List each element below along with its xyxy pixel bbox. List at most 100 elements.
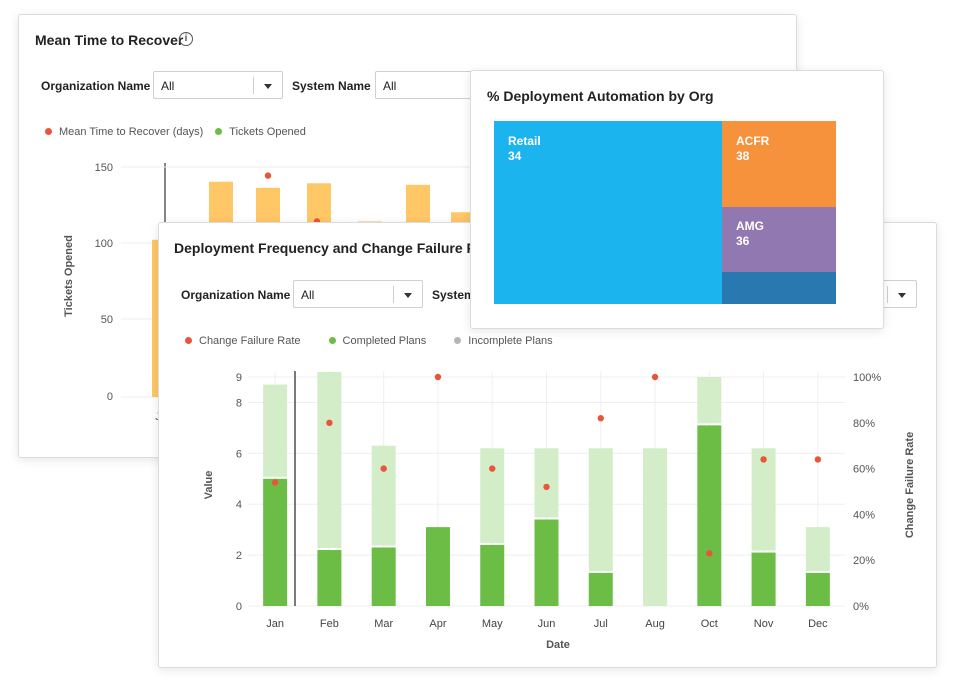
incomplete-bar bbox=[534, 448, 559, 518]
deployment-automation-card: % Deployment Automation by Org Retail 34… bbox=[470, 70, 884, 329]
df-xtick: May bbox=[482, 618, 503, 630]
df-xtick: Dec bbox=[808, 618, 828, 630]
completed-bar bbox=[805, 572, 830, 606]
df-y2tick: 80% bbox=[853, 418, 875, 430]
df-y2tick: 100% bbox=[853, 372, 881, 384]
treemap-cell-other[interactable] bbox=[722, 272, 836, 304]
incomplete-bar bbox=[263, 384, 288, 477]
df-xtick: Nov bbox=[754, 618, 774, 630]
incomplete-bar bbox=[643, 448, 668, 606]
cfr-dot bbox=[760, 456, 767, 463]
mttr-ytick: 100 bbox=[95, 238, 113, 250]
df-ytick: 8 bbox=[236, 397, 242, 409]
treemap-value: 34 bbox=[508, 149, 522, 163]
mttr-ylabel: Tickets Opened bbox=[63, 235, 75, 317]
df-org-label: Organization Name bbox=[181, 288, 291, 302]
completed-bar bbox=[534, 519, 559, 606]
cfr-dot bbox=[326, 419, 333, 426]
incomplete-bar bbox=[480, 448, 505, 543]
df-ytick: 6 bbox=[236, 448, 242, 460]
legend-label: Change Failure Rate bbox=[199, 335, 301, 347]
legend-label: Incomplete Plans bbox=[468, 335, 553, 347]
df-xlabel: Date bbox=[546, 639, 570, 651]
df-system-label: System bbox=[432, 288, 475, 302]
legend-dot bbox=[45, 128, 52, 135]
df-xtick: Jul bbox=[594, 618, 608, 630]
mttr-bar bbox=[152, 239, 158, 397]
completed-bar bbox=[371, 547, 396, 606]
deployment-automation-title: % Deployment Automation by Org bbox=[487, 88, 714, 104]
legend-item-mttr[interactable]: Mean Time to Recover (days) bbox=[45, 126, 203, 138]
legend-item-tickets[interactable]: Tickets Opened bbox=[215, 126, 306, 138]
mttr-ytick: 0 bbox=[107, 391, 113, 403]
treemap-cell-retail[interactable]: Retail 34 bbox=[494, 121, 722, 304]
df-xtick: Oct bbox=[701, 618, 718, 630]
df-xtick: Jan bbox=[266, 618, 284, 630]
completed-bar bbox=[317, 550, 342, 606]
completed-bar bbox=[480, 544, 505, 606]
mttr-dot bbox=[264, 172, 272, 179]
df-ylabel: Value bbox=[203, 471, 215, 500]
cfr-dot bbox=[543, 483, 550, 491]
cfr-dot bbox=[597, 415, 604, 422]
treemap-cell-amg[interactable]: AMG 36 bbox=[722, 207, 836, 272]
mttr-ytick: 50 bbox=[101, 314, 113, 326]
incomplete-bar bbox=[371, 445, 396, 546]
incomplete-bar bbox=[317, 371, 342, 549]
df-ytick: 9 bbox=[236, 372, 242, 384]
df-ytick: 2 bbox=[236, 550, 242, 562]
chevron-down-icon bbox=[898, 293, 906, 298]
df-org-select[interactable]: All bbox=[293, 280, 423, 308]
legend-label: Mean Time to Recover (days) bbox=[59, 126, 204, 138]
legend-dot bbox=[185, 337, 192, 344]
deploy-freq-chart: 0 2 4 6 8 9 0% 20% 40% 60% 80% 100% Jan Feb Mar Apr May J… bbox=[203, 371, 916, 651]
chevron-down-icon bbox=[264, 84, 272, 89]
df-y2tick: 20% bbox=[853, 555, 875, 567]
mttr-org-select[interactable]: All bbox=[153, 71, 283, 99]
df-ytick: 0 bbox=[236, 601, 242, 613]
df-legend: Change Failure Rate Completed Plans Incomp… bbox=[185, 335, 581, 347]
df-xtick: Apr bbox=[429, 618, 446, 630]
mttr-org-label: Organization Name bbox=[41, 79, 151, 93]
df-ytick: 4 bbox=[236, 499, 242, 511]
legend-item-incomplete[interactable]: Incomplete Plans bbox=[454, 335, 553, 347]
completed-bar bbox=[697, 425, 722, 606]
cfr-dot bbox=[489, 465, 496, 472]
legend-label: Completed Plans bbox=[342, 335, 427, 347]
treemap-label: ACFR bbox=[736, 134, 770, 148]
mttr-system-value: All bbox=[383, 79, 397, 93]
treemap-cell-acfr[interactable]: ACFR 38 bbox=[722, 121, 836, 207]
treemap-value: 36 bbox=[736, 234, 750, 248]
info-icon[interactable]: i bbox=[179, 32, 193, 46]
legend-dot bbox=[454, 337, 462, 344]
deploy-freq-title: Deployment Frequency and Change Failure … bbox=[174, 240, 497, 256]
treemap-value: 38 bbox=[736, 149, 750, 163]
cfr-dot bbox=[706, 550, 713, 557]
select-divider bbox=[393, 286, 394, 303]
select-divider bbox=[887, 286, 888, 303]
legend-item-completed[interactable]: Completed Plans bbox=[328, 335, 427, 347]
incomplete-bar bbox=[697, 377, 722, 424]
legend-item-cfr[interactable]: Change Failure Rate bbox=[185, 335, 301, 347]
df-xtick: Feb bbox=[320, 618, 339, 630]
completed-bar bbox=[588, 572, 613, 606]
incomplete-bar bbox=[805, 527, 830, 571]
df-xtick: Mar bbox=[374, 618, 393, 630]
df-y2tick: 60% bbox=[853, 464, 875, 476]
cfr-dot bbox=[434, 373, 442, 381]
legend-dot bbox=[328, 337, 336, 344]
cfr-dot bbox=[380, 465, 387, 472]
df-y2label: Change Failure Rate bbox=[904, 432, 916, 538]
cfr-dot bbox=[271, 479, 279, 486]
treemap-label: AMG bbox=[736, 219, 764, 233]
chevron-down-icon bbox=[404, 293, 412, 298]
df-org-value: All bbox=[301, 288, 315, 302]
mttr-ytick: 150 bbox=[95, 162, 113, 174]
incomplete-bar bbox=[588, 448, 613, 571]
incomplete-bar bbox=[751, 448, 776, 551]
completed-bar bbox=[751, 552, 776, 606]
mttr-system-label: System Name bbox=[292, 79, 371, 93]
cfr-dot bbox=[814, 456, 822, 463]
completed-bar bbox=[263, 478, 288, 606]
df-xtick: Jun bbox=[538, 618, 556, 630]
